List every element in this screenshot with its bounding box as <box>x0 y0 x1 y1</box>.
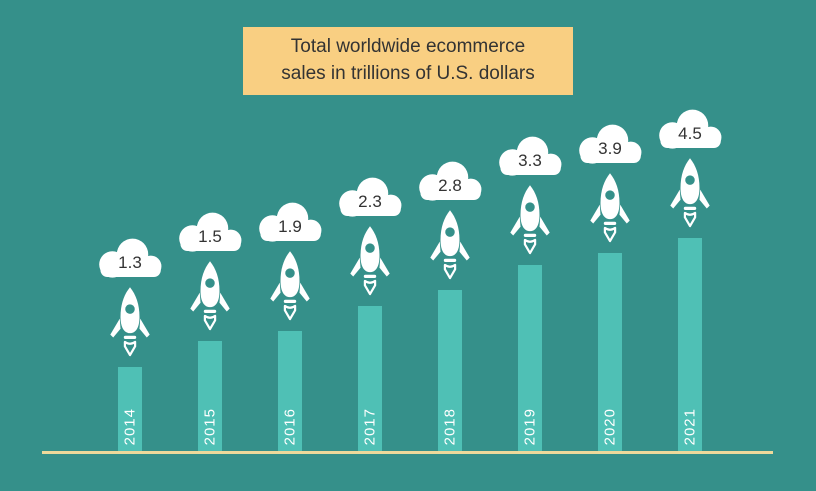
year-label: 2020 <box>601 407 619 445</box>
value-label: 1.9 <box>278 217 302 236</box>
bar-2018: 2018 <box>438 290 462 453</box>
value-label: 3.9 <box>598 139 622 158</box>
value-label: 4.5 <box>678 124 702 143</box>
value-label: 2.3 <box>358 192 382 211</box>
bar-2021: 2021 <box>678 238 702 453</box>
year-label: 2018 <box>441 407 459 445</box>
rocket-icon <box>510 185 550 255</box>
rocket-icon <box>270 251 310 321</box>
chart-title-box: Total worldwide ecommerce sales in trill… <box>243 27 573 95</box>
year-label: 2014 <box>121 407 139 445</box>
cloud-icon: 1.9 <box>252 202 328 246</box>
rocket-icon <box>430 210 470 280</box>
cloud-icon: 1.5 <box>172 212 248 256</box>
cloud-icon: 4.5 <box>652 109 728 153</box>
rocket-icon <box>350 226 390 296</box>
axis-baseline <box>42 451 773 454</box>
chart-column-2020: 3.9 2020 <box>570 0 650 453</box>
value-label: 1.5 <box>198 227 222 246</box>
bar-2019: 2019 <box>518 265 542 453</box>
year-label: 2017 <box>361 407 379 445</box>
rocket-icon <box>590 173 630 243</box>
year-label: 2021 <box>681 407 699 445</box>
rocket-icon <box>670 158 710 228</box>
chart-column-2017: 2.3 2017 <box>330 0 410 453</box>
cloud-icon: 1.3 <box>92 238 168 282</box>
chart-column-2021: 4.5 2021 <box>650 0 730 453</box>
chart-column-2015: 1.5 2015 <box>170 0 250 453</box>
chart-column-2014: 1.3 2014 <box>90 0 170 453</box>
chart-title-line1: Total worldwide ecommerce <box>290 36 526 58</box>
rocket-icon <box>110 287 150 357</box>
chart-column-2019: 3.3 2019 <box>490 0 570 453</box>
year-label: 2015 <box>201 407 219 445</box>
year-label: 2019 <box>521 407 539 445</box>
cloud-icon: 2.8 <box>412 161 488 205</box>
bar-2016: 2016 <box>278 331 302 453</box>
plot-area: 1.3 2014 1.5 <box>90 0 730 453</box>
chart-title-line2: sales in trillions of U.S. dollars <box>281 63 535 84</box>
value-label: 1.3 <box>118 253 142 272</box>
rocket-icon <box>190 261 230 331</box>
year-label: 2016 <box>281 407 299 445</box>
bar-2014: 2014 <box>118 367 142 453</box>
value-label: 2.8 <box>438 176 462 195</box>
value-label: 3.3 <box>518 151 542 170</box>
chart-column-2018: 2.8 2018 <box>410 0 490 453</box>
bar-2020: 2020 <box>598 253 622 453</box>
cloud-icon: 2.3 <box>332 177 408 221</box>
bar-2015: 2015 <box>198 341 222 453</box>
chart-column-2016: 1.9 2016 <box>250 0 330 453</box>
cloud-icon: 3.9 <box>572 124 648 168</box>
cloud-icon: 3.3 <box>492 136 568 180</box>
bar-2017: 2017 <box>358 306 382 453</box>
